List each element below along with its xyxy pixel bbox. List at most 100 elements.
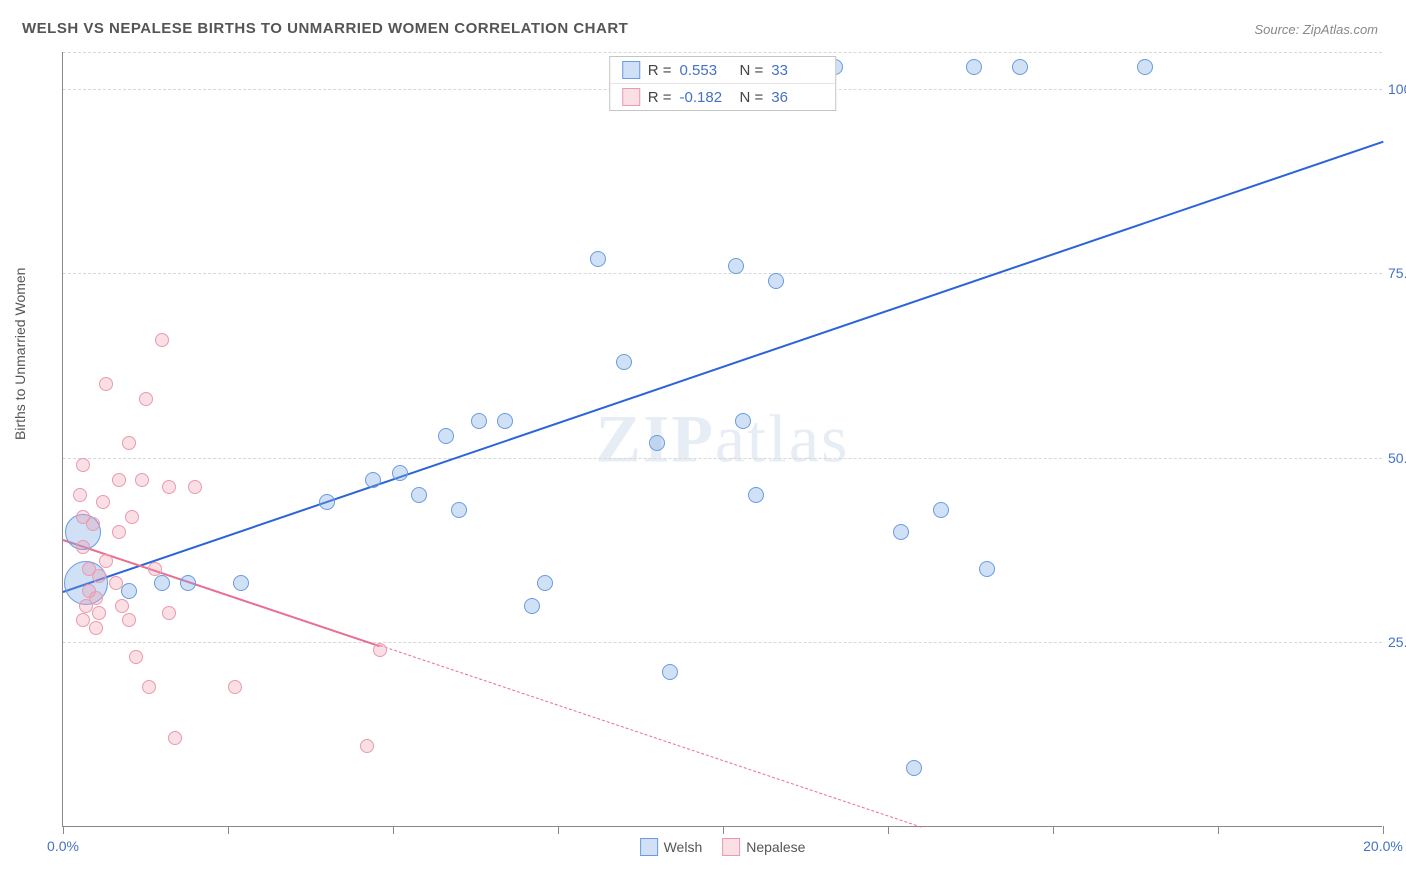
data-point — [112, 473, 126, 487]
legend-swatch — [722, 838, 740, 856]
data-point — [135, 473, 149, 487]
x-tick — [558, 826, 559, 834]
plot-area: ZIPatlas 25.0%50.0%75.0%100.0%0.0%20.0%R… — [62, 52, 1382, 827]
x-tick — [888, 826, 889, 834]
data-point — [728, 258, 744, 274]
data-point — [228, 680, 242, 694]
r-value: -0.182 — [680, 89, 732, 106]
data-point — [497, 413, 513, 429]
data-point — [76, 458, 90, 472]
data-point — [168, 731, 182, 745]
chart-container: WELSH VS NEPALESE BIRTHS TO UNMARRIED WO… — [0, 0, 1406, 892]
n-value: 36 — [771, 89, 823, 106]
data-point — [89, 591, 103, 605]
data-point — [590, 251, 606, 267]
data-point — [438, 428, 454, 444]
stats-row: R = 0.553 N = 33 — [610, 57, 836, 83]
data-point — [392, 465, 408, 481]
data-point — [524, 598, 540, 614]
data-point — [649, 435, 665, 451]
data-point — [906, 760, 922, 776]
data-point — [319, 494, 335, 510]
r-label: R = — [648, 89, 672, 106]
y-tick-label: 75.0% — [1388, 265, 1406, 281]
source-label: Source: ZipAtlas.com — [1254, 22, 1378, 37]
x-tick — [1383, 826, 1384, 834]
stats-row: R = -0.182 N = 36 — [610, 83, 836, 110]
legend-item: Nepalese — [722, 838, 805, 856]
correlation-stats-box: R = 0.553 N = 33 R = -0.182 N = 36 — [609, 56, 837, 111]
data-point — [180, 575, 196, 591]
gridline — [63, 52, 1382, 53]
data-point — [966, 59, 982, 75]
data-point — [933, 502, 949, 518]
series-swatch — [622, 61, 640, 79]
data-point — [122, 436, 136, 450]
chart-title: WELSH VS NEPALESE BIRTHS TO UNMARRIED WO… — [22, 20, 628, 37]
legend-label: Welsh — [664, 839, 703, 855]
n-label: N = — [740, 62, 764, 79]
data-point — [768, 273, 784, 289]
x-tick-label: 0.0% — [47, 838, 79, 854]
data-point — [616, 354, 632, 370]
regression-line — [380, 645, 922, 828]
regression-line — [63, 141, 1384, 593]
data-point — [188, 480, 202, 494]
x-tick — [1053, 826, 1054, 834]
data-point — [1137, 59, 1153, 75]
data-point — [471, 413, 487, 429]
gridline — [63, 458, 1382, 459]
data-point — [148, 562, 162, 576]
data-point — [129, 650, 143, 664]
data-point — [360, 739, 374, 753]
data-point — [411, 487, 427, 503]
data-point — [142, 680, 156, 694]
x-tick — [723, 826, 724, 834]
data-point — [373, 643, 387, 657]
data-point — [122, 613, 136, 627]
r-value: 0.553 — [680, 62, 732, 79]
x-tick-label: 20.0% — [1363, 838, 1403, 854]
data-point — [451, 502, 467, 518]
legend-swatch — [640, 838, 658, 856]
data-point — [115, 599, 129, 613]
data-point — [76, 613, 90, 627]
data-point — [1012, 59, 1028, 75]
r-label: R = — [648, 62, 672, 79]
n-label: N = — [740, 89, 764, 106]
data-point — [109, 576, 123, 590]
y-axis-label: Births to Unmarried Women — [12, 268, 28, 440]
y-tick-label: 50.0% — [1388, 450, 1406, 466]
data-point — [92, 569, 106, 583]
data-point — [233, 575, 249, 591]
data-point — [112, 525, 126, 539]
x-tick — [228, 826, 229, 834]
data-point — [89, 621, 103, 635]
legend-label: Nepalese — [746, 839, 805, 855]
x-tick — [1218, 826, 1219, 834]
data-point — [73, 488, 87, 502]
gridline — [63, 273, 1382, 274]
data-point — [748, 487, 764, 503]
data-point — [537, 575, 553, 591]
y-tick-label: 100.0% — [1388, 81, 1406, 97]
n-value: 33 — [771, 62, 823, 79]
data-point — [96, 495, 110, 509]
data-point — [979, 561, 995, 577]
x-tick — [393, 826, 394, 834]
data-point — [99, 554, 113, 568]
data-point — [125, 510, 139, 524]
data-point — [121, 583, 137, 599]
data-point — [662, 664, 678, 680]
data-point — [365, 472, 381, 488]
data-point — [99, 377, 113, 391]
data-point — [76, 540, 90, 554]
data-point — [162, 606, 176, 620]
data-point — [92, 606, 106, 620]
data-point — [86, 517, 100, 531]
series-swatch — [622, 88, 640, 106]
data-point — [139, 392, 153, 406]
data-point — [154, 575, 170, 591]
gridline — [63, 642, 1382, 643]
y-tick-label: 25.0% — [1388, 634, 1406, 650]
